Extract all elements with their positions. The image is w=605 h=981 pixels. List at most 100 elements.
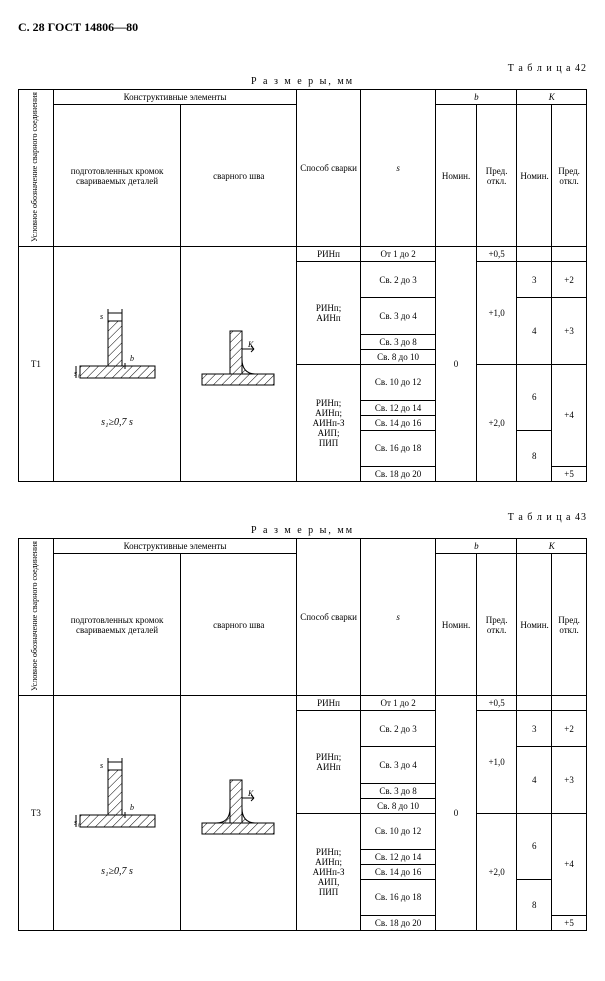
K-pred-cell: +5	[552, 467, 587, 482]
joint-code: Т1	[19, 247, 54, 482]
s-cell: Св. 16 до 18	[360, 430, 435, 466]
K-nomin-cell: 8	[517, 430, 552, 481]
weld-diagram: K	[181, 696, 297, 931]
table-43: Условное обозначение сварного соединения…	[18, 538, 587, 931]
b-nomin-cell: 0	[436, 247, 477, 482]
K-nomin-cell: 3	[517, 711, 552, 747]
svg-text:s₁: s₁	[74, 369, 80, 378]
table-row: Т3 s s₁ b s₁≥0,7 s K РИНпОт 1 до 20+0,5	[19, 696, 587, 711]
s-cell: Св. 10 до 12	[360, 813, 435, 849]
method-cell: РИНп; АИНп	[297, 711, 361, 814]
table-row: Т1 s s₁ b s₁≥0,7 s K РИНпОт 1 до 20+0,5	[19, 247, 587, 262]
s-cell: Св. 18 до 20	[360, 916, 435, 931]
K-nomin-cell	[517, 247, 552, 262]
construct-header: Конструктивные элементы	[53, 539, 296, 554]
page-header: С. 28 ГОСТ 14806—80	[18, 20, 587, 35]
s-cell: Св. 16 до 18	[360, 879, 435, 915]
K-nomin: Номин.	[517, 105, 552, 247]
b-pred-cell: +2,0	[476, 813, 517, 931]
K-header: K	[517, 90, 587, 105]
K-nomin-cell: 4	[517, 747, 552, 813]
svg-text:b: b	[130, 803, 134, 812]
method-header: Способ сварки	[297, 90, 361, 247]
s-cell: Св. 8 до 10	[360, 349, 435, 364]
K-pred-cell: +2	[552, 262, 587, 298]
s-cell: Св. 12 до 14	[360, 400, 435, 415]
method-header: Способ сварки	[297, 539, 361, 696]
K-header: K	[517, 539, 587, 554]
b-pred-cell: +1,0	[476, 711, 517, 814]
s-cell: Св. 3 до 8	[360, 783, 435, 798]
svg-text:s: s	[100, 761, 103, 770]
b-nomin-cell: 0	[436, 696, 477, 931]
s-cell: Св. 10 до 12	[360, 364, 435, 400]
s-cell: От 1 до 2	[360, 696, 435, 711]
method-cell: РИНп; АИНп; АИНп-З АИП; ПИП	[297, 364, 361, 482]
K-pred-cell: +3	[552, 747, 587, 813]
table-42-dimensions: Р а з м е р ы, мм	[18, 76, 587, 87]
b-pred-cell: +1,0	[476, 262, 517, 365]
K-pred-cell: +4	[552, 813, 587, 916]
K-pred-cell	[552, 247, 587, 262]
weld-diagram: K	[181, 247, 297, 482]
s-cell: Св. 14 до 16	[360, 415, 435, 430]
table-43-dimensions: Р а з м е р ы, мм	[18, 525, 587, 536]
b-pred: Пред. откл.	[476, 105, 517, 247]
s-cell: Св. 2 до 3	[360, 262, 435, 298]
table-43-label: Т а б л и ц а 43	[18, 512, 587, 523]
s-cell: Св. 18 до 20	[360, 467, 435, 482]
s-cell: Св. 8 до 10	[360, 798, 435, 813]
K-pred-cell: +5	[552, 916, 587, 931]
method-cell: РИНп; АИНп	[297, 262, 361, 365]
s-header: s	[360, 539, 435, 696]
method-cell: РИНп; АИНп; АИНп-З АИП, ПИП	[297, 813, 361, 931]
K-nomin-cell: 4	[517, 298, 552, 364]
prep-edges-diagram: s s₁ b s₁≥0,7 s	[53, 247, 181, 482]
K-nomin-cell: 6	[517, 813, 552, 879]
K-nomin-cell: 8	[517, 879, 552, 930]
s-cell: Св. 12 до 14	[360, 849, 435, 864]
s-cell: От 1 до 2	[360, 247, 435, 262]
construct-header: Конструктивные элементы	[53, 90, 296, 105]
joint-code: Т3	[19, 696, 54, 931]
svg-text:s: s	[100, 312, 103, 321]
sub2-header: сварного шва	[181, 554, 297, 696]
s-header: s	[360, 90, 435, 247]
method-cell: РИНп	[297, 247, 361, 262]
K-pred-cell: +2	[552, 711, 587, 747]
K-nomin-cell: 6	[517, 364, 552, 430]
sub1-header: подготовленных кромок свариваемых детале…	[53, 554, 181, 696]
prep-edges-diagram: s s₁ b s₁≥0,7 s	[53, 696, 181, 931]
K-pred-cell: +3	[552, 298, 587, 364]
svg-text:b: b	[130, 354, 134, 363]
K-nomin: Номин.	[517, 554, 552, 696]
b-header: b	[436, 539, 517, 554]
method-cell: РИНп	[297, 696, 361, 711]
s-cell: Св. 3 до 4	[360, 298, 435, 334]
table-42-label: Т а б л и ц а 42	[18, 63, 587, 74]
K-nomin-cell: 3	[517, 262, 552, 298]
b-header: b	[436, 90, 517, 105]
K-pred-cell	[552, 696, 587, 711]
K-pred: Пред. откл.	[552, 554, 587, 696]
b-pred-cell: +2,0	[476, 364, 517, 482]
s-cell: Св. 3 до 4	[360, 747, 435, 783]
table-42: Условное обозначение сварного соединения…	[18, 89, 587, 482]
table-43-block: Т а б л и ц а 43 Р а з м е р ы, мм Услов…	[18, 512, 587, 931]
table-42-block: Т а б л и ц а 42 Р а з м е р ы, мм Услов…	[18, 63, 587, 482]
s-cell: Св. 2 до 3	[360, 711, 435, 747]
K-pred: Пред. откл.	[552, 105, 587, 247]
s-cell: Св. 14 до 16	[360, 864, 435, 879]
col1-header: Условное обозначение сварного соединения	[31, 541, 40, 691]
b-pred-cell: +0,5	[476, 247, 517, 262]
b-pred-cell: +0,5	[476, 696, 517, 711]
b-nomin: Номин.	[436, 554, 477, 696]
sub1-header: подготовленных кромок свариваемых детале…	[53, 105, 181, 247]
col1-header: Условное обозначение сварного соединения	[31, 92, 40, 242]
K-pred-cell: +4	[552, 364, 587, 467]
b-pred: Пред. откл.	[476, 554, 517, 696]
b-nomin: Номин.	[436, 105, 477, 247]
sub2-header: сварного шва	[181, 105, 297, 247]
svg-text:s₁: s₁	[74, 818, 80, 827]
K-nomin-cell	[517, 696, 552, 711]
